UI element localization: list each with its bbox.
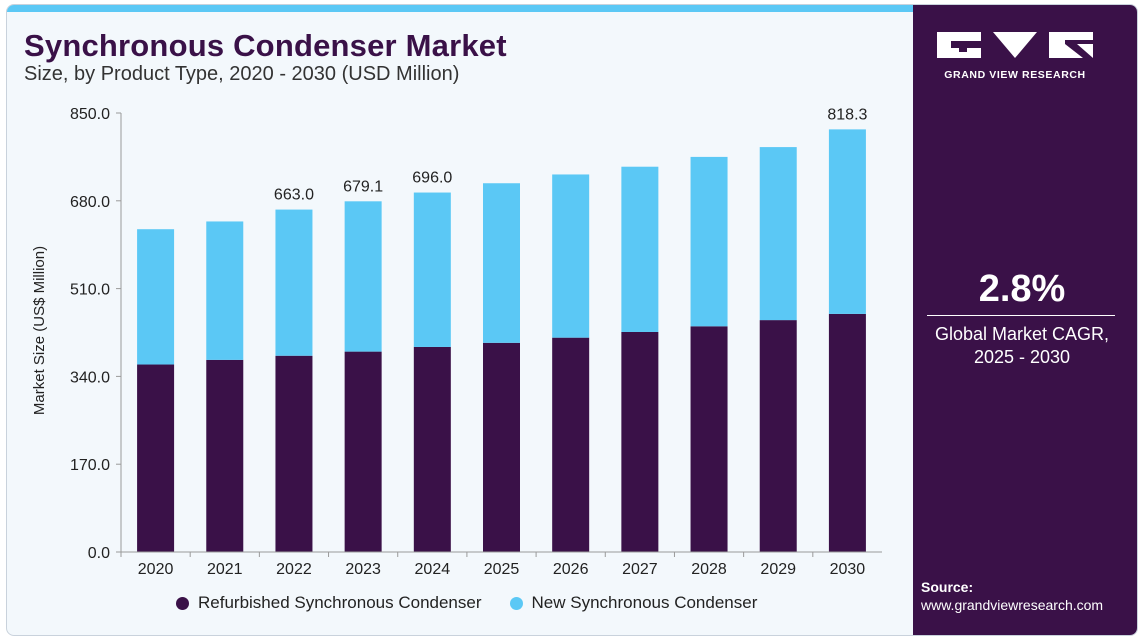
bar-new-2021 <box>206 221 244 360</box>
y-axis-ticks: 0.0 170.0 340.0 510.0 680.0 850.0 <box>70 106 121 562</box>
data-label-2030: 818.3 <box>827 106 867 123</box>
y-tick-label: 680.0 <box>70 194 110 211</box>
y-tick-label: 340.0 <box>70 369 110 386</box>
legend-label-new: New Synchronous Condenser <box>531 593 758 612</box>
cagr-value: 2.8% <box>978 268 1066 310</box>
x-tick-label: 2026 <box>553 561 589 578</box>
chart-legend: Refurbished Synchronous Condenser New Sy… <box>176 593 771 613</box>
chart-title: Synchronous Condenser Market <box>24 28 507 63</box>
bar-new-2023 <box>344 201 382 352</box>
bar-refurbished-2026 <box>552 337 590 552</box>
bar-refurbished-2022 <box>275 355 313 552</box>
legend-swatch-new <box>509 596 523 610</box>
bar-new-2027 <box>621 166 659 332</box>
bar-refurbished-2020 <box>137 364 175 552</box>
chart-subtitle: Size, by Product Type, 2020 - 2030 (USD … <box>24 63 460 85</box>
legend-swatch-refurbished <box>176 596 189 610</box>
bars-group <box>137 129 866 552</box>
x-axis-ticks: 2020 2021 2022 2023 2024 2025 2026 2027 2028 2029… <box>120 552 866 578</box>
x-tick-label: 2025 <box>484 561 520 578</box>
bar-refurbished-2030 <box>828 313 866 552</box>
data-label-2022: 663.0 <box>274 187 314 204</box>
bar-refurbished-2025 <box>483 342 520 552</box>
bar-new-2024 <box>413 192 451 347</box>
bar-new-2026 <box>552 174 590 338</box>
gvr-logo-icon <box>937 32 1093 58</box>
bar-refurbished-2023 <box>344 351 382 552</box>
y-axis-title: Market Size (US$ Million) <box>31 246 48 415</box>
y-tick-label: 510.0 <box>70 282 110 299</box>
source-label: Source: <box>921 579 974 595</box>
legend-item-refurbished: Refurbished Synchronous Condenser <box>176 593 482 613</box>
x-tick-label: 2024 <box>415 561 451 578</box>
bar-new-2029 <box>759 147 797 321</box>
bar-new-2030 <box>828 129 866 314</box>
legend-item-new: New Synchronous Condenser <box>509 593 758 613</box>
bar-refurbished-2028 <box>690 326 728 552</box>
bar-refurbished-2029 <box>759 320 797 552</box>
x-tick-label: 2027 <box>622 561 658 578</box>
bar-refurbished-2027 <box>621 331 659 552</box>
cagr-caption: Global Market CAGR, 2025 - 2030 <box>920 323 1124 369</box>
x-tick-label: 2022 <box>276 561 312 578</box>
cagr-caption-line1: Global Market CAGR, <box>934 324 1110 344</box>
y-axis-title-group: Market Size (US$ Million) <box>31 246 48 415</box>
legend-label-refurbished: Refurbished Synchronous Condenser <box>198 593 482 612</box>
cagr-caption-line2: 2025 - 2030 <box>973 347 1071 367</box>
data-labels-group: 663.0 679.1 696.0 818.3 <box>274 106 868 203</box>
y-tick-label: 170.0 <box>70 457 110 474</box>
data-label-2024: 696.0 <box>412 170 452 187</box>
source-url[interactable]: www.grandviewresearch.com <box>921 597 1104 613</box>
bar-refurbished-2024 <box>413 346 451 552</box>
data-label-2023: 679.1 <box>343 178 383 195</box>
y-tick-label: 0.0 <box>88 545 110 562</box>
bar-new-2025 <box>483 183 520 343</box>
sidebar-panel <box>913 5 1137 635</box>
brand-name: GRAND VIEW RESEARCH <box>944 69 1086 81</box>
bar-new-2020 <box>137 229 175 365</box>
bar-new-2022 <box>275 209 313 356</box>
x-tick-label: 2028 <box>691 561 727 578</box>
bar-new-2028 <box>690 156 728 327</box>
x-tick-label: 2030 <box>830 561 866 578</box>
accent-bar <box>7 5 913 12</box>
x-tick-label: 2020 <box>138 561 174 578</box>
cagr-divider <box>927 315 1115 316</box>
y-tick-label: 850.0 <box>70 106 110 123</box>
x-tick-label: 2023 <box>345 561 381 578</box>
bar-refurbished-2021 <box>206 359 244 552</box>
x-tick-label: 2029 <box>760 561 796 578</box>
x-tick-label: 2021 <box>207 561 243 578</box>
bar-chart: Market Size (US$ Million) 0.0 170.0 340.0 5… <box>31 106 882 578</box>
